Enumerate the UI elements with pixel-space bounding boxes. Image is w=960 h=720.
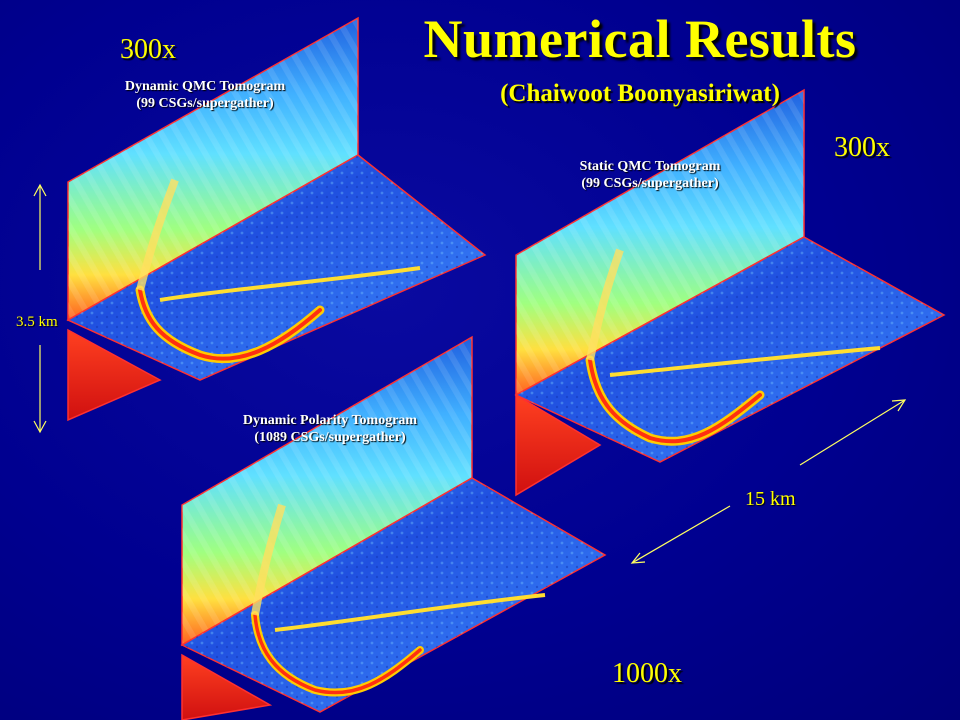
panel-label-dynamic-polarity: Dynamic Polarity Tomogram (1089 CSGs/sup… [190, 412, 470, 446]
width-arrow-lower [630, 505, 731, 564]
magnification-label: 1000x [612, 658, 682, 689]
magnification-label: 300x [120, 34, 176, 65]
vertical-slice-texture [68, 18, 358, 320]
side-face [67, 328, 162, 422]
horizontal-slice-texture [182, 478, 605, 712]
vertical-anomaly [136, 178, 179, 291]
depth-arrow [33, 183, 47, 434]
horizontal-slice-texture [516, 237, 944, 462]
reflector-secondary [609, 346, 881, 377]
panel-dynamic-qmc [66, 16, 487, 422]
width-dimension-label: 15 km [745, 488, 796, 510]
vertical-anomaly [251, 503, 286, 616]
reflector-core [138, 288, 322, 361]
slide-title: Numerical Results [423, 9, 857, 69]
side-face [181, 653, 273, 720]
depth-dimension-label: 3.5 km [16, 314, 58, 330]
panel-label-line1: Static QMC Tomogram [579, 159, 721, 174]
magnification-label: 300x [834, 132, 890, 163]
horizontal-slice-texture [68, 155, 485, 380]
width-arrow-upper [799, 399, 907, 466]
panel-label-dynamic-qmc: Dynamic QMC Tomogram (99 CSGs/supergathe… [80, 78, 330, 112]
panel-static-qmc [514, 88, 946, 497]
reflector-core [253, 613, 422, 695]
reflector-core [588, 358, 762, 444]
slide-subtitle: (Chaiwoot Boonyasiriwat) [500, 80, 780, 107]
panel-label-line2: (1089 CSGs/supergather) [254, 430, 406, 445]
reflector-secondary [274, 593, 546, 632]
panel-label-static-qmc: Static QMC Tomogram (99 CSGs/supergather… [520, 158, 780, 192]
vertical-slice-texture [182, 337, 472, 645]
panel-label-line1: Dynamic Polarity Tomogram [242, 413, 418, 428]
panel-label-line2: (99 CSGs/supergather) [136, 96, 274, 111]
panel-label-line1: Dynamic QMC Tomogram [124, 79, 286, 94]
side-face [515, 393, 602, 497]
vertical-slice-texture [516, 90, 804, 395]
vertical-anomaly [586, 248, 624, 361]
panel-label-line2: (99 CSGs/supergather) [581, 176, 719, 191]
panel-dynamic-polarity [180, 335, 607, 720]
reflector-secondary [159, 266, 421, 302]
